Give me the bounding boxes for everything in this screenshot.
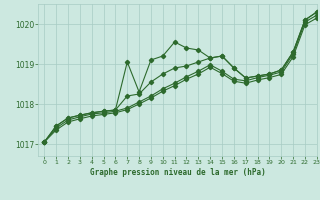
X-axis label: Graphe pression niveau de la mer (hPa): Graphe pression niveau de la mer (hPa) bbox=[90, 168, 266, 177]
